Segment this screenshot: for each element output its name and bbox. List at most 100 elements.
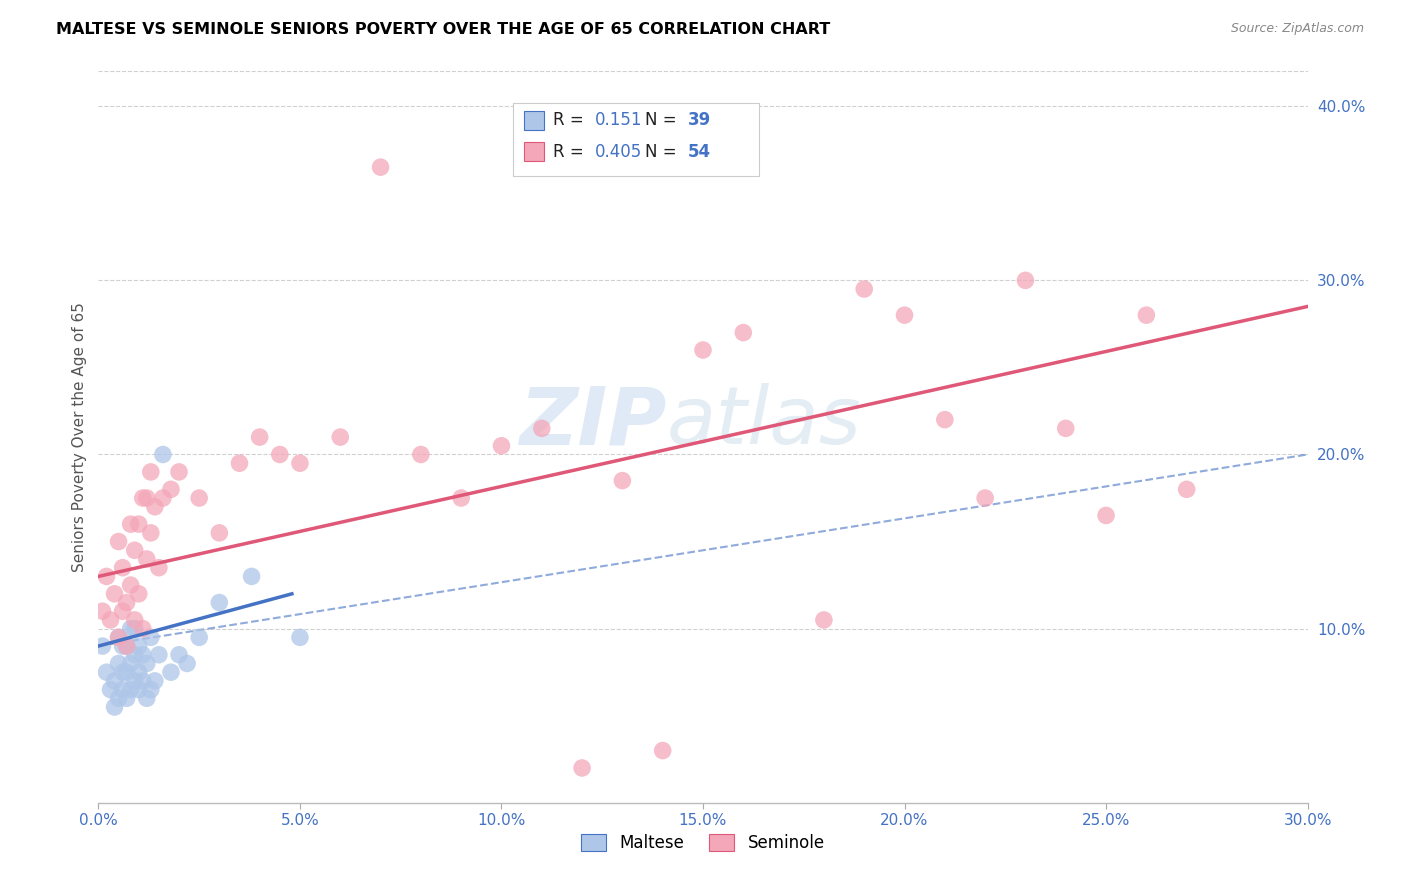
Point: [370, 160, 392, 174]
Point: [128, 682, 150, 697]
Point: [143, 500, 166, 514]
Point: [115, 595, 138, 609]
Text: 39: 39: [688, 112, 711, 129]
Point: [208, 595, 231, 609]
Point: [1014, 273, 1036, 287]
Point: [148, 560, 170, 574]
Point: [813, 613, 835, 627]
Point: [100, 682, 122, 697]
Point: [329, 430, 352, 444]
Point: [128, 639, 150, 653]
Text: atlas: atlas: [666, 384, 862, 461]
Point: [139, 465, 162, 479]
Point: [124, 622, 146, 636]
Point: [139, 525, 162, 540]
Point: [107, 691, 129, 706]
Point: [1175, 483, 1198, 497]
Point: [115, 691, 138, 706]
Text: N =: N =: [645, 143, 682, 161]
Point: [107, 657, 129, 671]
Point: [160, 483, 183, 497]
Point: [692, 343, 714, 357]
Point: [115, 665, 138, 680]
Point: [167, 648, 190, 662]
Point: [491, 439, 513, 453]
Point: [143, 673, 166, 688]
Point: [120, 682, 142, 697]
Text: MALTESE VS SEMINOLE SENIORS POVERTY OVER THE AGE OF 65 CORRELATION CHART: MALTESE VS SEMINOLE SENIORS POVERTY OVER…: [56, 22, 831, 37]
Point: [96, 665, 118, 680]
Point: [167, 465, 190, 479]
Point: [135, 691, 157, 706]
Point: [107, 631, 129, 645]
Point: [107, 631, 129, 645]
Text: ZIP: ZIP: [519, 384, 666, 461]
Point: [124, 543, 146, 558]
Point: [571, 761, 593, 775]
Point: [228, 456, 250, 470]
Point: [111, 639, 134, 653]
Point: [249, 430, 271, 444]
Point: [91, 604, 114, 618]
Point: [111, 665, 134, 680]
Point: [120, 657, 142, 671]
Point: [176, 657, 198, 671]
Y-axis label: Seniors Poverty Over the Age of 65: Seniors Poverty Over the Age of 65: [72, 302, 87, 572]
Point: [135, 657, 157, 671]
Point: [733, 326, 755, 340]
Point: [132, 622, 155, 636]
Point: [132, 491, 155, 505]
Point: [132, 673, 155, 688]
Text: 0.405: 0.405: [595, 143, 643, 161]
Text: R =: R =: [553, 143, 589, 161]
Point: [120, 578, 142, 592]
Point: [160, 665, 183, 680]
Text: Source: ZipAtlas.com: Source: ZipAtlas.com: [1230, 22, 1364, 36]
Point: [111, 604, 134, 618]
Text: N =: N =: [645, 112, 682, 129]
Point: [103, 587, 125, 601]
Point: [240, 569, 263, 583]
Point: [135, 491, 157, 505]
Point: [288, 456, 311, 470]
Point: [128, 517, 150, 532]
Legend: Maltese, Seminole: Maltese, Seminole: [572, 825, 834, 860]
Point: [853, 282, 876, 296]
Point: [111, 560, 134, 574]
Point: [612, 474, 634, 488]
Point: [128, 587, 150, 601]
Point: [1135, 308, 1157, 322]
Point: [188, 491, 211, 505]
Point: [135, 552, 157, 566]
Point: [107, 534, 129, 549]
Point: [152, 448, 174, 462]
Point: [124, 613, 146, 627]
Point: [1095, 508, 1118, 523]
Point: [208, 525, 231, 540]
Text: 0.151: 0.151: [595, 112, 643, 129]
Point: [269, 448, 291, 462]
Point: [91, 639, 114, 653]
Point: [120, 622, 142, 636]
Point: [115, 639, 138, 653]
Text: R =: R =: [553, 112, 589, 129]
Point: [139, 682, 162, 697]
Point: [139, 631, 162, 645]
Point: [152, 491, 174, 505]
Point: [288, 631, 311, 645]
Point: [450, 491, 472, 505]
Point: [974, 491, 997, 505]
Point: [115, 639, 138, 653]
Point: [188, 631, 211, 645]
Point: [103, 700, 125, 714]
Point: [96, 569, 118, 583]
Point: [651, 743, 673, 757]
Point: [148, 648, 170, 662]
Point: [934, 412, 956, 426]
Point: [111, 682, 134, 697]
Point: [103, 673, 125, 688]
Point: [128, 665, 150, 680]
Point: [100, 613, 122, 627]
Point: [132, 648, 155, 662]
Point: [124, 648, 146, 662]
